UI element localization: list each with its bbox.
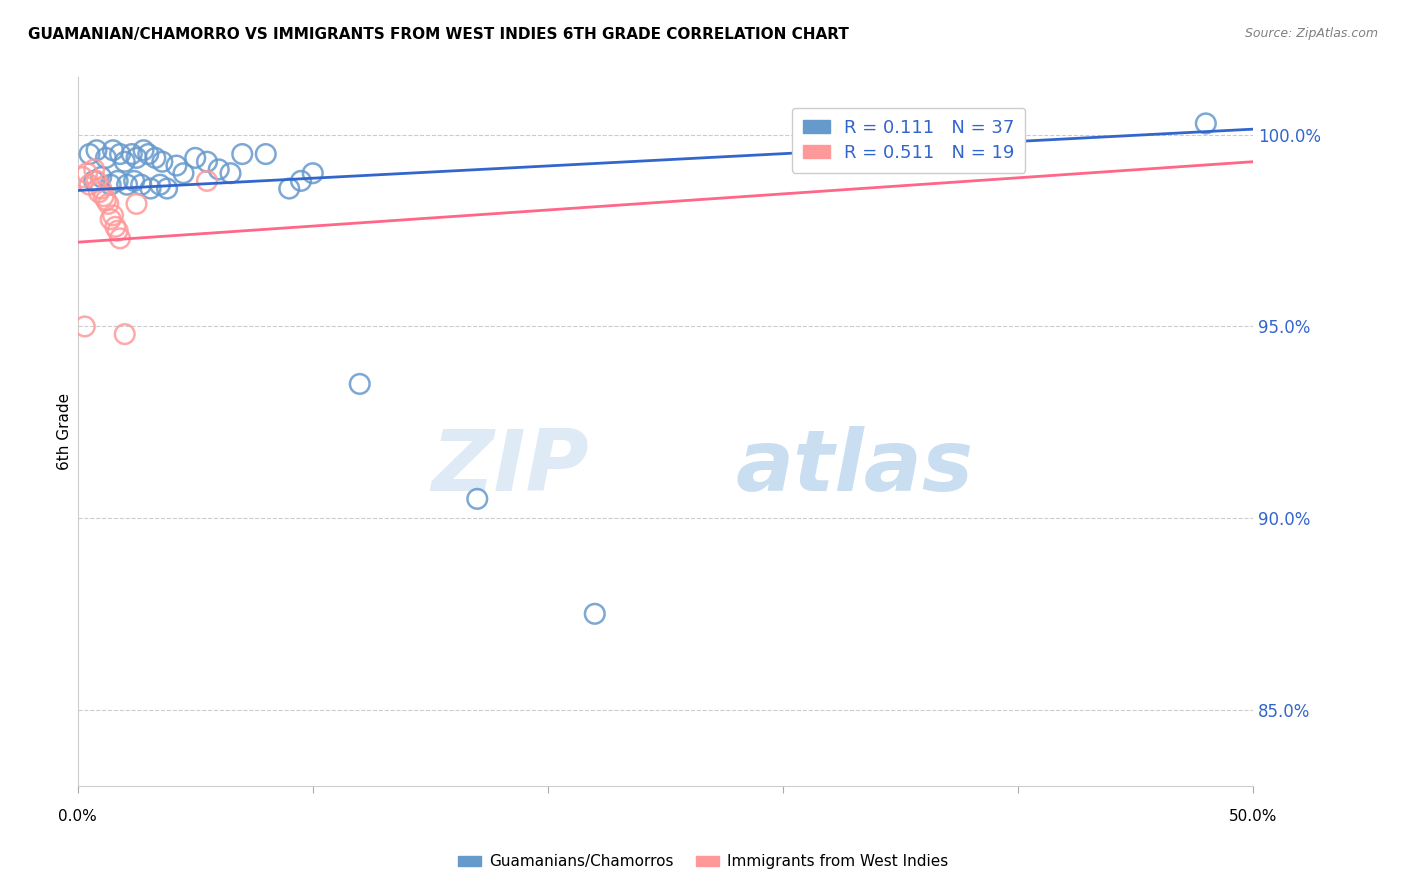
Legend: Guamanians/Chamorros, Immigrants from West Indies: Guamanians/Chamorros, Immigrants from We… bbox=[451, 848, 955, 875]
Point bbox=[125, 151, 148, 165]
Point bbox=[72, 169, 94, 184]
Point bbox=[195, 174, 218, 188]
Point bbox=[121, 147, 143, 161]
Point bbox=[465, 491, 488, 506]
Y-axis label: 6th Grade: 6th Grade bbox=[58, 393, 72, 470]
Point bbox=[94, 151, 117, 165]
Point bbox=[195, 154, 218, 169]
Point bbox=[165, 159, 187, 173]
Point bbox=[86, 143, 108, 157]
Point bbox=[79, 147, 101, 161]
Point bbox=[278, 181, 301, 195]
Point bbox=[90, 169, 112, 184]
Point bbox=[115, 178, 138, 192]
Text: ZIP: ZIP bbox=[432, 425, 589, 508]
Point bbox=[132, 143, 155, 157]
Text: Source: ZipAtlas.com: Source: ZipAtlas.com bbox=[1244, 27, 1378, 40]
Point bbox=[86, 174, 108, 188]
Point bbox=[143, 151, 166, 165]
Point bbox=[219, 166, 242, 180]
Text: atlas: atlas bbox=[735, 425, 974, 508]
Point bbox=[231, 147, 253, 161]
Point bbox=[83, 162, 105, 177]
Point bbox=[125, 197, 148, 211]
Point bbox=[73, 319, 96, 334]
Text: 50.0%: 50.0% bbox=[1229, 809, 1277, 824]
Point bbox=[100, 178, 122, 192]
Point bbox=[156, 181, 179, 195]
Text: GUAMANIAN/CHAMORRO VS IMMIGRANTS FROM WEST INDIES 6TH GRADE CORRELATION CHART: GUAMANIAN/CHAMORRO VS IMMIGRANTS FROM WE… bbox=[28, 27, 849, 42]
Point bbox=[136, 147, 159, 161]
Point bbox=[83, 174, 105, 188]
Point bbox=[1195, 116, 1218, 130]
Point bbox=[184, 151, 207, 165]
Point bbox=[104, 219, 127, 234]
Point bbox=[301, 166, 323, 180]
Point bbox=[97, 197, 120, 211]
Point bbox=[101, 143, 124, 157]
Point bbox=[129, 178, 152, 192]
Point bbox=[290, 174, 312, 188]
Point bbox=[122, 174, 145, 188]
Point bbox=[349, 376, 371, 391]
Point bbox=[79, 178, 101, 192]
Point bbox=[139, 181, 162, 195]
Point bbox=[107, 174, 129, 188]
Legend: R = 0.111   N = 37, R = 0.511   N = 19: R = 0.111 N = 37, R = 0.511 N = 19 bbox=[792, 108, 1025, 173]
Point bbox=[254, 147, 277, 161]
Point bbox=[114, 154, 136, 169]
Point bbox=[101, 208, 124, 222]
Point bbox=[90, 181, 112, 195]
Point bbox=[76, 166, 98, 180]
Point bbox=[114, 327, 136, 342]
Point bbox=[108, 231, 131, 245]
Point bbox=[93, 189, 115, 203]
Point bbox=[583, 607, 606, 621]
Text: 0.0%: 0.0% bbox=[59, 809, 97, 824]
Point bbox=[149, 178, 172, 192]
Point bbox=[107, 224, 129, 238]
Point bbox=[94, 193, 117, 207]
Point bbox=[208, 162, 231, 177]
Point bbox=[150, 154, 173, 169]
Point bbox=[108, 147, 131, 161]
Point bbox=[173, 166, 195, 180]
Point bbox=[87, 186, 110, 200]
Point bbox=[100, 212, 122, 227]
